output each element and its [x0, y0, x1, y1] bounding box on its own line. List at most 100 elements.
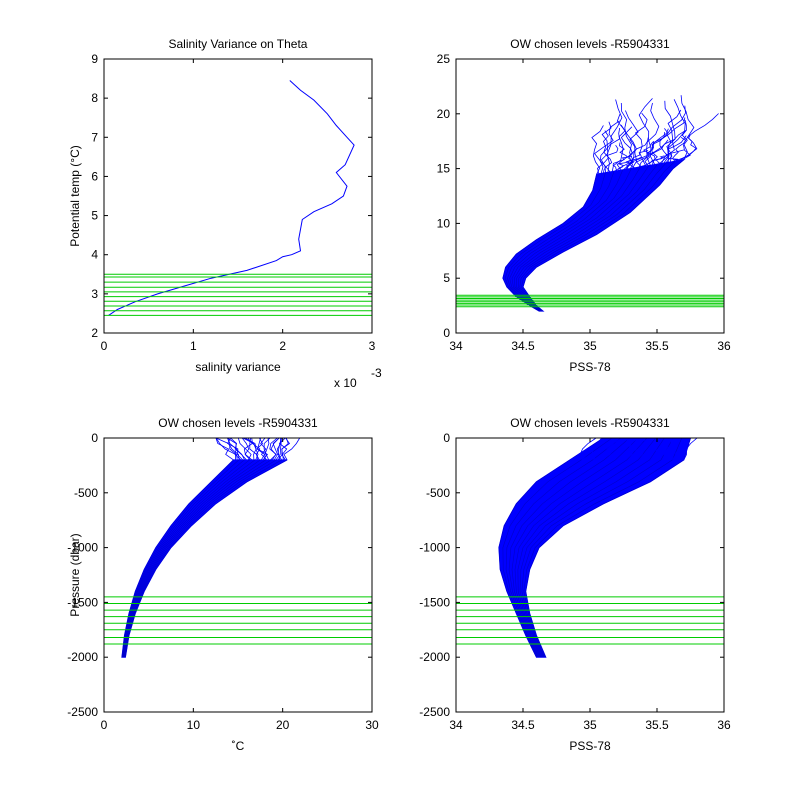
surface-profile: [634, 112, 648, 167]
x-tick-label: 35: [583, 339, 597, 353]
x-tick-label: 30: [365, 718, 379, 732]
x-tick-label: 35: [583, 718, 597, 732]
x-tick-label: 34: [449, 718, 463, 732]
profile-strand: [517, 438, 656, 658]
surface-profile: [620, 438, 633, 461]
surface-profile: [277, 438, 283, 461]
x-tick-label: 35.5: [645, 339, 669, 353]
y-tick-label: 25: [437, 52, 451, 66]
surface-profile: [599, 127, 621, 173]
profile-strand: [511, 438, 639, 658]
surface-profile: [671, 438, 679, 461]
surface-profile: [263, 438, 271, 461]
x-tick-label: 36: [717, 718, 731, 732]
profile-strand: [121, 459, 234, 658]
surface-profile: [260, 438, 268, 461]
surface-profile: [628, 137, 649, 169]
x-tick-label: 0: [101, 718, 108, 732]
profile-strand: [123, 459, 266, 658]
surface-profile: [591, 125, 604, 175]
surface-profile: [632, 438, 653, 460]
profile-strand: [519, 438, 665, 658]
surface-profile: [624, 438, 639, 461]
y-tick-label: 0: [443, 326, 450, 340]
plot-area: [108, 80, 355, 316]
surface-profile: [648, 438, 659, 461]
y-tick-label: 5: [91, 209, 98, 223]
y-tick-label: 5: [443, 271, 450, 285]
variance-line: [108, 80, 355, 316]
profile-strand: [122, 459, 250, 658]
surface-profile: [638, 98, 656, 165]
y-axis-label: Potential temp (°C): [68, 145, 82, 247]
y-tick-label: 4: [91, 248, 98, 262]
surface-profile: [619, 142, 635, 170]
surface-profile: [653, 155, 665, 165]
surface-profile: [215, 438, 234, 461]
surface-profile: [646, 102, 660, 166]
surface-profile: [680, 95, 695, 160]
chart-title: OW chosen levels -R5904331: [510, 37, 670, 51]
y-tick-label: -2000: [67, 650, 98, 664]
profile-strand: [514, 438, 648, 658]
surface-profile: [585, 438, 606, 461]
profile-strand: [123, 459, 261, 658]
profile-strand: [122, 459, 245, 658]
y-tick-label: 10: [437, 216, 451, 230]
surface-profile: [601, 438, 625, 461]
profile-strand: [508, 438, 630, 658]
plot-area: [121, 438, 301, 658]
profile-strand: [124, 459, 277, 658]
surface-profile: [625, 110, 639, 169]
surface-profile: [264, 438, 270, 460]
profile-strand: [525, 438, 691, 658]
profile-strand: [124, 459, 272, 658]
surface-profile: [277, 438, 288, 461]
y-tick-label: -500: [426, 486, 450, 500]
surface-profile: [636, 438, 647, 461]
x-tick-label: 36: [717, 339, 731, 353]
y-tick-label: 3: [91, 287, 98, 301]
chart-title: OW chosen levels -R5904331: [510, 416, 670, 430]
subplot-2: 34 34.5 35 35.5 36 0 5 10 15 20 25 OW chosen levels…: [437, 37, 731, 374]
surface-profile: [227, 438, 244, 461]
x-tick-label: 34.5: [511, 718, 535, 732]
subplot-1: 0 1 2 3 2 3 4 5 6 7 8 9 Salinity Variance on Theta sa…: [68, 37, 382, 390]
surface-profile: [663, 438, 672, 460]
x-axis-label: PSS-78: [569, 360, 611, 374]
y-tick-label: 6: [91, 169, 98, 183]
axes-box: [103, 437, 373, 713]
y-tick-label: 9: [91, 52, 98, 66]
axes-box: [103, 58, 373, 334]
x-axis-label: PSS-78: [569, 739, 611, 753]
y-tick-label: 2: [91, 326, 98, 340]
y-tick-label: 7: [91, 130, 98, 144]
y-tick-label: -2000: [419, 650, 450, 664]
surface-profile: [251, 438, 261, 461]
surface-profile: [675, 438, 687, 461]
surface-profile: [215, 438, 237, 460]
profile-strand: [498, 438, 604, 658]
x-tick-label: 34.5: [511, 339, 535, 353]
y-tick-label: 8: [91, 91, 98, 105]
plot-area: [498, 438, 698, 658]
surface-profile: [612, 438, 629, 461]
surface-profile: [659, 438, 672, 460]
profile-strand: [521, 438, 674, 658]
profile-strand: [505, 438, 621, 658]
y-tick-label: 0: [443, 431, 450, 445]
surface-profile: [230, 438, 247, 461]
x-tick-label: 0: [101, 339, 108, 353]
surface-profile: [628, 438, 645, 461]
surface-profile: [664, 100, 676, 163]
chart-title: OW chosen levels -R5904331: [158, 416, 318, 430]
surface-profile: [661, 109, 682, 164]
x-axis-label: ˚C: [232, 739, 245, 753]
x-exponent-base: x 10: [334, 376, 357, 390]
profile-strand: [523, 438, 683, 658]
surface-profile: [612, 155, 632, 171]
surface-profile: [272, 438, 280, 461]
surface-profile: [241, 438, 251, 461]
